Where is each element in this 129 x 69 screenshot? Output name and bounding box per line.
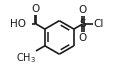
Text: HO: HO (10, 19, 26, 29)
Text: CH$_3$: CH$_3$ (16, 51, 36, 65)
Text: Cl: Cl (93, 19, 104, 29)
Text: O: O (79, 33, 87, 43)
Text: O: O (31, 4, 39, 14)
Text: O: O (79, 5, 87, 15)
Text: S: S (79, 19, 86, 29)
